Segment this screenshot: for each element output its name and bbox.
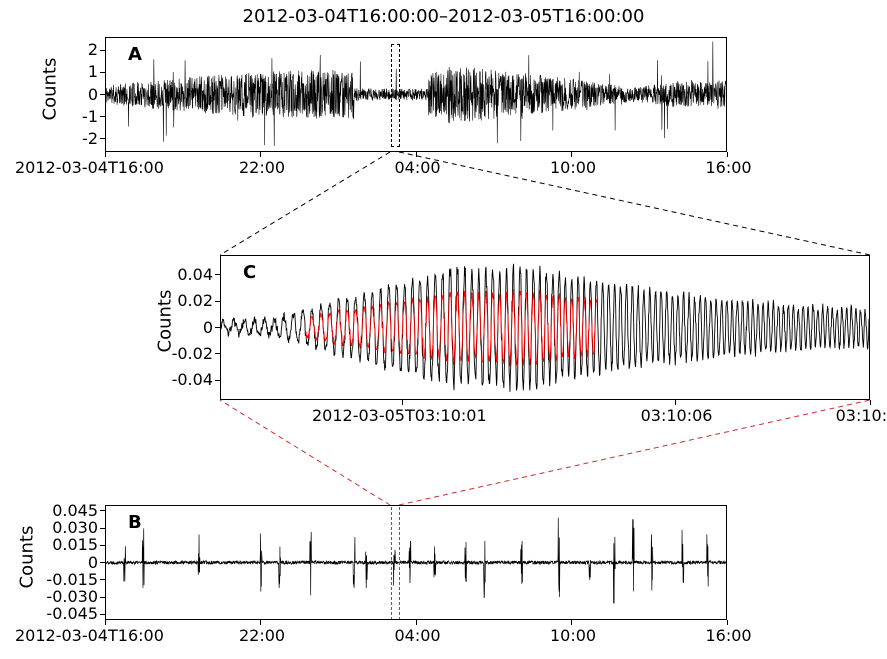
ytick-mark: [100, 528, 105, 529]
ytick-label: 0: [88, 553, 98, 572]
xtick-mark: [675, 400, 676, 405]
panel-a-ylabel: Counts: [40, 61, 61, 121]
xtick-mark: [402, 400, 403, 405]
ytick-mark: [215, 327, 220, 328]
ytick-label: -1: [82, 107, 98, 126]
ytick-mark: [100, 138, 105, 139]
xtick-mark: [416, 620, 417, 625]
ytick-mark: [100, 597, 105, 598]
xtick-label: 22:00: [239, 158, 285, 177]
ytick-mark: [100, 579, 105, 580]
ytick-label: -0.04: [172, 370, 213, 389]
ytick-mark: [100, 72, 105, 73]
xtick-label: 10:00: [550, 158, 596, 177]
xtick-label: 16:00: [706, 626, 752, 645]
panel-b-trace: [106, 506, 726, 619]
panel-b-ylabel: Counts: [17, 529, 38, 589]
xtick-mark: [105, 152, 106, 157]
xtick-mark: [571, 152, 572, 157]
ytick-mark: [215, 274, 220, 275]
ytick-label: -2: [82, 129, 98, 148]
xtick-mark: [416, 152, 417, 157]
ytick-label: 0.045: [52, 501, 98, 520]
ytick-mark: [100, 562, 105, 563]
xtick-label: 03:10:11: [836, 406, 887, 425]
xtick-label: 2012-03-04T16:00: [15, 158, 164, 177]
xtick-label: 10:00: [550, 626, 596, 645]
ytick-label: 0.030: [52, 518, 98, 537]
ytick-label: -0.045: [46, 604, 98, 623]
panel-c-trace: [221, 256, 869, 399]
ytick-label: 0.02: [177, 291, 213, 310]
ytick-mark: [100, 510, 105, 511]
ytick-label: 0: [203, 318, 213, 337]
ytick-label: 0.015: [52, 535, 98, 554]
ytick-mark: [100, 50, 105, 51]
xtick-label: 04:00: [395, 158, 441, 177]
ytick-mark: [215, 353, 220, 354]
ytick-mark: [100, 116, 105, 117]
xtick-label: 2012-03-04T16:00: [15, 626, 164, 645]
panel-b-label: B: [128, 512, 142, 533]
panel-b: B: [105, 505, 727, 620]
xtick-label: 04:00: [395, 626, 441, 645]
xtick-mark: [571, 620, 572, 625]
ytick-label: 2: [88, 40, 98, 59]
xtick-label: 03:10:06: [641, 406, 713, 425]
xtick-mark: [260, 620, 261, 625]
figure: { "figure": { "width_px": 887, "height_p…: [0, 0, 887, 659]
xtick-label: 22:00: [239, 626, 285, 645]
ytick-label: -0.02: [172, 344, 213, 363]
panel-a-trace: [106, 38, 726, 151]
figure-title: 2012-03-04T16:00:00–2012-03-05T16:00:00: [0, 6, 887, 27]
panel-a-label: A: [128, 44, 142, 65]
panel-a: A: [105, 37, 727, 152]
ytick-mark: [215, 301, 220, 302]
ytick-label: 0: [88, 85, 98, 104]
xtick-mark: [727, 152, 728, 157]
ytick-label: 1: [88, 62, 98, 81]
xtick-label: 16:00: [706, 158, 752, 177]
ytick-label: -0.030: [46, 587, 98, 606]
xtick-mark: [105, 620, 106, 625]
xtick-mark: [727, 620, 728, 625]
ytick-label: 0.04: [177, 265, 213, 284]
panel-c-label: C: [243, 262, 256, 283]
xtick-label: 2012-03-05T03:10:01: [312, 406, 487, 425]
ytick-mark: [100, 614, 105, 615]
ytick-mark: [100, 94, 105, 95]
xtick-mark: [260, 152, 261, 157]
panel-c: C: [220, 255, 870, 400]
ytick-mark: [215, 380, 220, 381]
ytick-mark: [100, 545, 105, 546]
ytick-label: -0.015: [46, 570, 98, 589]
xtick-mark: [870, 400, 871, 405]
